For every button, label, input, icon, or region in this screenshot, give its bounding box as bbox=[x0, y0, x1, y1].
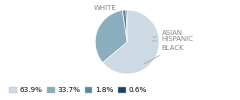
Wedge shape bbox=[103, 10, 159, 74]
Text: BLACK: BLACK bbox=[144, 45, 184, 64]
Legend: 63.9%, 33.7%, 1.8%, 0.6%: 63.9%, 33.7%, 1.8%, 0.6% bbox=[6, 84, 150, 96]
Text: WHITE: WHITE bbox=[94, 5, 121, 14]
Wedge shape bbox=[95, 10, 127, 63]
Text: ASIAN: ASIAN bbox=[153, 30, 183, 38]
Wedge shape bbox=[122, 10, 127, 42]
Wedge shape bbox=[126, 10, 127, 42]
Text: HISPANIC: HISPANIC bbox=[152, 36, 194, 42]
